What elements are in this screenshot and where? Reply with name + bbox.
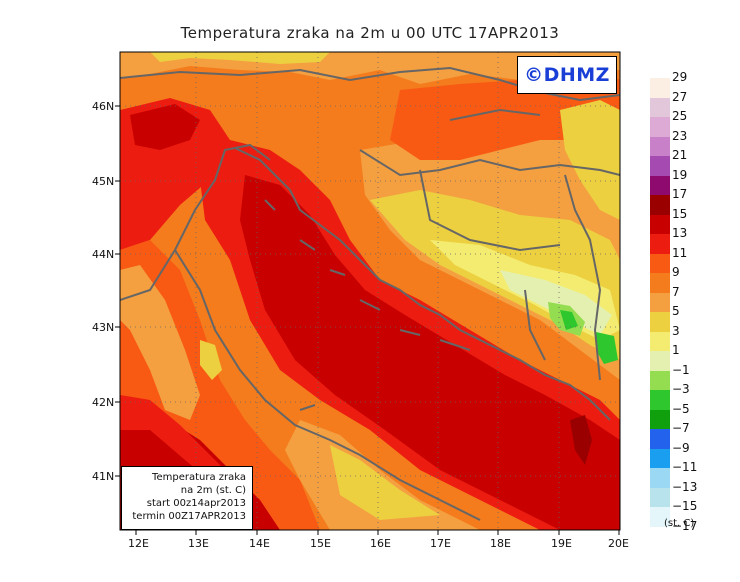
italy-cool-spot [200,340,222,380]
info-line: Temperatura zraka [152,472,246,483]
colorbar-segment [650,351,670,371]
dhmz-logo: ©DHMZ [517,56,617,94]
info-line: na 2m (st. C) [180,485,246,496]
alps-yellow-area [150,52,330,64]
map-title: Temperatura zraka na 2m u 00 UTC 17APR20… [180,24,560,42]
colorbar-segment [650,448,670,468]
colorbar-label: 19 [672,167,688,182]
colorbar-segment [650,78,670,98]
colorbar-label: 1 [672,343,680,357]
colorbar-segment [650,312,670,332]
lon-label: 20E [608,537,629,550]
colorbar-label: 21 [672,148,688,162]
lat-label: 44N [92,248,115,261]
colorbar-segment [650,370,670,390]
lat-label: 43N [92,321,115,334]
info-box: Temperatura zraka na 2m (st. C) start 00… [121,466,253,530]
colorbar-label: 29 [672,70,688,84]
info-line: start 00z14apr2013 [146,498,246,509]
colorbar-label: −9 [672,440,690,455]
colorbar-segment [650,429,670,449]
colorbar-segment [650,136,670,156]
colorbar-label: −17 [672,518,698,533]
colorbar-label: −1 [672,362,690,377]
lat-label: 45N [92,175,115,188]
colorbar-segment [650,234,670,254]
colorbar-label: 7 [672,284,680,299]
info-line: termin 00Z17APR2013 [132,511,246,522]
colorbar-segment [650,195,670,215]
colorbar-label: 15 [672,206,688,221]
colorbar-segment [650,331,670,351]
colorbar-segment [650,97,670,117]
colorbar-label: 25 [672,109,688,123]
colorbar-segment [650,156,670,176]
colorbar-label: −15 [672,499,698,513]
colorbar-label: −5 [672,401,690,416]
lat-label: 41N [92,470,115,483]
colorbar-label: 11 [672,245,688,260]
colorbar-segment [650,390,670,410]
map-frame [119,51,621,531]
colorbar-segment [650,253,670,273]
balkan-pale-area [500,270,612,335]
coastline-italy [120,143,481,521]
colorbar-segment [650,117,670,137]
colorbar-label: 9 [672,265,680,279]
colorbar-label: −3 [672,382,690,396]
montenegro-hot-spot [570,415,592,465]
lon-label: 17E [430,537,451,550]
colorbar-segment [650,292,670,312]
colorbar-unit: (st. C) [664,518,695,529]
lon-label: 13E [188,537,209,550]
balkan-deepgreen-area [596,332,618,364]
east-yellow-area [560,100,620,220]
colorbar-label: −7 [672,421,690,435]
coastline-croatia [234,147,611,421]
lat-label: 46N [92,100,115,113]
colorbar-segment [650,468,670,488]
colorbar-segment [650,507,670,527]
lon-label: 14E [249,537,270,550]
colorbar-label: −13 [672,479,698,494]
lon-label: 16E [370,537,391,550]
italy-yellow-area [120,265,200,420]
southwest-red-area [120,395,235,485]
colorbar-label: 5 [672,304,680,318]
lon-label: 19E [551,537,572,550]
adriatic-hot-area [240,175,620,530]
lat-label: 42N [92,396,115,409]
colorbar-label: 3 [672,323,680,338]
colorbar-segment [650,175,670,195]
colorbar-label: 27 [672,89,688,104]
lon-label: 18E [490,537,511,550]
puglia-yellow-area [330,445,440,520]
colorbar-label: −11 [672,460,698,474]
lon-label: 12E [128,537,149,550]
islands [264,199,471,411]
colorbar-segment [650,214,670,234]
colorbar-segment [650,409,670,429]
lon-label: 15E [310,537,331,550]
colorbar-label: 17 [672,187,688,201]
colorbar-segment [650,273,670,293]
colorbar-label: 13 [672,226,688,240]
colorbar-segment [650,487,670,507]
balkan-deepgreen-spot [560,310,578,330]
venice-hot-area [130,104,200,150]
colorbar-label: 23 [672,128,688,143]
borders [120,66,620,381]
lat-lon-grid [120,52,620,530]
